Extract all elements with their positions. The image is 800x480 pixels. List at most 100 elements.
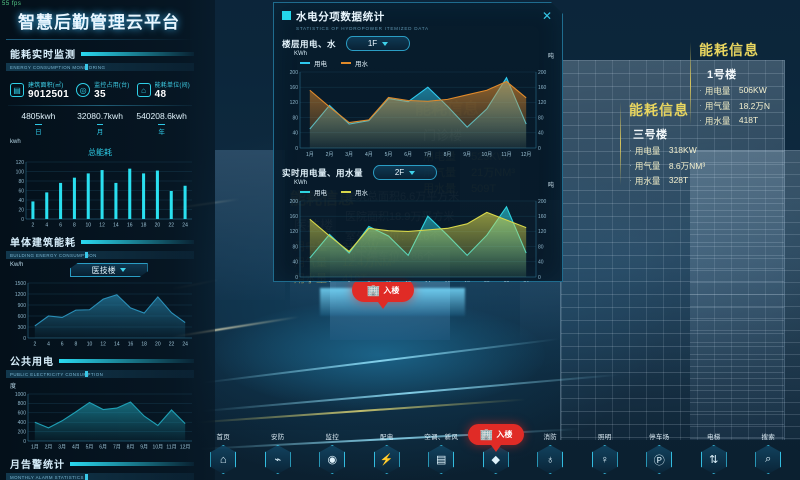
marker-tail xyxy=(378,302,388,309)
svg-text:1月: 1月 xyxy=(31,445,39,451)
marker-bubble[interactable]: 🏢 入楼 xyxy=(468,424,524,445)
bottom-navigation: 首页 ⌂ 安防 ⌁ 监控 ◉ 配电 ⚡ 空调、新风 ▤ 能耗 ◆ 消防 ♁ 照明… xyxy=(196,416,796,474)
section-subtitle: ENERGY CONSUMPTION MONITORING xyxy=(10,64,106,70)
svg-text:9月: 9月 xyxy=(463,152,471,158)
parking-icon[interactable]: Ⓟ xyxy=(646,445,673,474)
fps-badge: 55 fps xyxy=(2,1,22,7)
dropdown-value: 2F xyxy=(394,168,405,177)
title-divider xyxy=(6,39,194,40)
nav-label: 停车场 xyxy=(649,434,670,441)
svg-text:4: 4 xyxy=(45,223,48,229)
monitor-pin-icon[interactable]: ◉ xyxy=(319,445,346,474)
building-icon: 🏢 xyxy=(479,429,494,441)
total-yearly: 540208.6kwh 年 xyxy=(131,111,192,139)
svg-text:1月: 1月 xyxy=(306,152,314,158)
dropdown-value: 医技楼 xyxy=(91,265,116,275)
nav-label: 空调、新风 xyxy=(424,434,459,441)
legend-swatch xyxy=(341,191,351,193)
svg-text:0: 0 xyxy=(538,275,541,281)
modal-chart1-legend: 用电 用水 xyxy=(274,57,562,68)
nav-item-lighting[interactable]: 照明 ♀ xyxy=(578,431,633,474)
svg-text:10: 10 xyxy=(87,342,93,348)
hvac-icon[interactable]: ▤ xyxy=(428,445,455,474)
svg-text:4月: 4月 xyxy=(365,152,373,158)
kpi-label: 能耗单位(间) xyxy=(154,83,190,89)
totals-row: 4805kwh 日 32080.7kwh 月 540208.6kwh 年 xyxy=(6,109,194,139)
svg-text:10月: 10月 xyxy=(482,152,493,158)
map-marker-enter-building[interactable]: 🏢 入楼 xyxy=(352,278,414,309)
home-icon[interactable]: ⌂ xyxy=(210,445,237,474)
search-icon[interactable]: ⌕ xyxy=(755,445,782,474)
fire-hydrant-icon[interactable]: ♁ xyxy=(537,445,564,474)
svg-text:40: 40 xyxy=(538,260,544,266)
kpi-label: 监控占用(台) xyxy=(94,83,130,89)
nav-item-fire-control[interactable]: 消防 ♁ xyxy=(523,431,578,474)
section-title: 单体建筑能耗 xyxy=(10,238,76,249)
info-header: 能耗信息 xyxy=(629,102,689,118)
section-header: 能耗实时监测 xyxy=(6,46,194,61)
security-camera-icon[interactable]: ⌁ xyxy=(264,445,291,474)
svg-text:11月: 11月 xyxy=(501,152,511,158)
svg-text:10月: 10月 xyxy=(153,445,164,451)
nav-item-elevator[interactable]: 电梯 ⇅ xyxy=(687,431,742,474)
marker-label: 入楼 xyxy=(383,285,400,295)
modal-section1-label: 楼层用电、水 xyxy=(282,38,337,49)
bullet-icon: · xyxy=(699,85,702,95)
nav-item-hvac[interactable]: 空调、新风 ▤ xyxy=(414,431,469,474)
total-monthly: 32080.7kwh 月 xyxy=(70,111,131,139)
kpi-camera-count: ◎ 监控占用(台) 35 xyxy=(76,80,129,100)
nav-item-monitoring[interactable]: 监控 ◉ xyxy=(305,431,360,474)
floor-select-1f[interactable]: 1F xyxy=(346,36,410,51)
svg-text:10: 10 xyxy=(85,223,91,229)
nav-item-power-distribution[interactable]: 配电 ⚡ xyxy=(360,431,415,474)
svg-text:200: 200 xyxy=(538,199,547,205)
chart-public-electricity: 0 200 400 600 800 1000 1月 2月 3月 4月 5月 6月 7月 8月 9月 10月 11… xyxy=(15,392,192,451)
info-key: 用水量 xyxy=(704,116,731,126)
total-value: 4805kwh xyxy=(21,111,56,121)
svg-text:20: 20 xyxy=(18,207,24,213)
info-value: 506KW xyxy=(738,85,767,95)
kpi-value: 9012501 xyxy=(28,89,70,100)
bolt-icon[interactable]: ⚡ xyxy=(373,445,400,474)
svg-text:12月: 12月 xyxy=(180,445,191,451)
chevron-down-icon xyxy=(382,42,388,46)
modal-chart2-unit-left: KWh xyxy=(294,180,308,186)
chart-y-unit: kwh xyxy=(10,139,21,145)
section-building-energy: 单体建筑能耗 BUILDING ENERGY CONSUMPTION Kw/h … xyxy=(6,234,194,349)
section-subtitle-bar: PUBLIC ELECTRICITY CONSUMPTION xyxy=(6,370,194,378)
legend-label: 用电 xyxy=(314,61,327,68)
nav-item-home[interactable]: 首页 ⌂ xyxy=(196,431,251,474)
nav-label: 配电 xyxy=(379,434,394,441)
svg-text:40: 40 xyxy=(292,260,298,266)
left-panel: 55 fps 智慧后勤管理云平台 能耗实时监测 ENERGY CONSUMPTI… xyxy=(0,0,200,480)
svg-text:8: 8 xyxy=(73,223,76,229)
svg-text:0: 0 xyxy=(23,336,26,342)
scene-glass-tower xyxy=(560,60,785,440)
svg-text:0: 0 xyxy=(23,439,26,445)
svg-text:120: 120 xyxy=(538,100,547,106)
marker-tail xyxy=(491,445,501,452)
floor-select-2f[interactable]: 2F xyxy=(373,165,437,180)
info-value: 8.6万NM³ xyxy=(668,161,706,171)
elevator-icon[interactable]: ⇅ xyxy=(700,445,727,474)
nav-marker-enter-building[interactable]: 🏢 入楼 xyxy=(468,424,524,452)
kpi-energy-units: ⌂ 能耗单位(间) 48 xyxy=(136,80,190,100)
close-icon[interactable]: ✕ xyxy=(541,9,552,23)
total-value: 540208.6kwh xyxy=(136,111,187,121)
nav-item-security[interactable]: 安防 ⌁ xyxy=(251,431,306,474)
info-key: 用电量 xyxy=(634,146,661,156)
marker-bubble[interactable]: 🏢 入楼 xyxy=(352,278,414,302)
lamp-icon[interactable]: ♀ xyxy=(591,445,618,474)
svg-text:14: 14 xyxy=(114,342,120,348)
legend-item-water: 用水 xyxy=(341,58,368,68)
nav-item-parking[interactable]: 停车场 Ⓟ xyxy=(632,431,687,474)
building-select-dropdown[interactable]: 医技楼 xyxy=(70,263,148,277)
section-bar xyxy=(81,239,194,244)
section-title: 月告警统计 xyxy=(10,460,65,471)
info-box-building-3: 能耗信息 三号楼 · 用电量 318KW · 用气量 8.6万NM³ · 用水量… xyxy=(620,100,705,187)
info-row-water: · 用水量 328T xyxy=(629,175,705,187)
section-subtitle: BUILDING ENERGY CONSUMPTION xyxy=(10,252,97,258)
nav-label: 首页 xyxy=(216,434,231,441)
section-header: 单体建筑能耗 xyxy=(6,234,194,249)
nav-item-search[interactable]: 搜索 ⌕ xyxy=(741,431,796,474)
